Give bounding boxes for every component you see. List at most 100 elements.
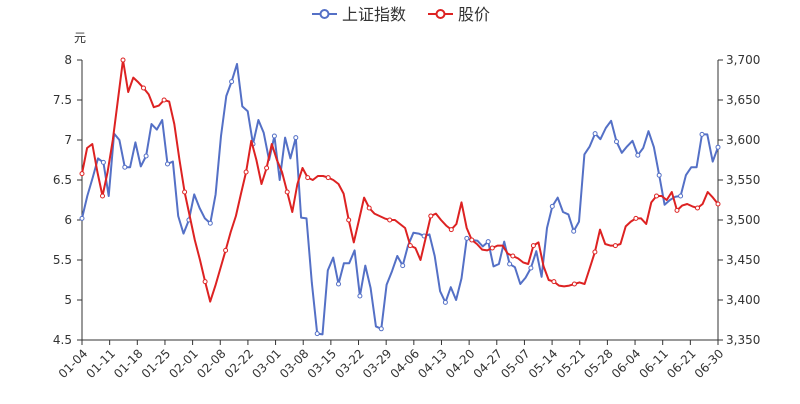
x-tick-label: 03-29 (360, 346, 395, 381)
series-2-point[interactable] (674, 207, 680, 213)
series-1-point[interactable] (229, 79, 235, 85)
x-tick-label: 02-22 (222, 346, 257, 381)
series-1-point[interactable] (442, 299, 448, 305)
series-2-point[interactable] (612, 243, 618, 249)
x-tick-label: 01-25 (139, 346, 174, 381)
series-2-point[interactable] (592, 249, 598, 255)
series-2-point[interactable] (366, 205, 372, 211)
series-2-point[interactable] (182, 189, 188, 195)
series-2-point[interactable] (387, 217, 393, 223)
x-tick-label: 06-11 (636, 346, 671, 381)
series-1-point[interactable] (549, 203, 555, 209)
x-tick-label: 05-21 (554, 346, 589, 381)
series-2-point[interactable] (264, 165, 270, 171)
series-2-point[interactable] (510, 253, 516, 259)
series-1-point[interactable] (656, 172, 662, 178)
right-y-tick-label: 3,500 (726, 213, 760, 227)
legend-item-2[interactable]: 股价 (428, 5, 490, 24)
series-1-point[interactable] (207, 220, 213, 226)
series-2-point[interactable] (428, 213, 434, 219)
x-tick-label: 05-28 (581, 346, 616, 381)
x-tick-label: 02-08 (194, 346, 229, 381)
legend[interactable]: 上证指数 股价 (312, 5, 490, 24)
right-y-tick-label: 3,350 (726, 333, 760, 347)
left-y-tick-label: 7.5 (53, 93, 72, 107)
series-1-point[interactable] (635, 152, 641, 158)
series-1-point[interactable] (293, 135, 299, 141)
series-1-point[interactable] (699, 131, 705, 137)
series-1-point[interactable] (528, 265, 534, 271)
series-1-point[interactable] (314, 331, 320, 337)
series-2-point[interactable] (202, 279, 208, 285)
series-layer (79, 57, 721, 337)
x-tick-label: 02-01 (166, 346, 201, 381)
series-1-point[interactable] (165, 161, 170, 167)
right-y-tick-label: 3,400 (726, 293, 760, 307)
x-tick-label: 03-01 (249, 346, 284, 381)
series-2-point[interactable] (243, 169, 249, 175)
right-y-tick-label: 3,600 (726, 133, 760, 147)
series-2-point[interactable] (715, 201, 721, 207)
x-tick-label: 04-27 (471, 346, 506, 381)
series-2-point[interactable] (407, 243, 413, 249)
left-y-tick-label: 5.5 (53, 253, 72, 267)
series-1-point[interactable] (464, 235, 470, 241)
legend-item-1[interactable]: 上证指数 (312, 5, 406, 24)
x-tick-label: 03-15 (305, 346, 340, 381)
series-1-point[interactable] (715, 144, 721, 150)
series-2-point[interactable] (695, 205, 700, 211)
series-1-point[interactable] (378, 326, 384, 332)
series-1-point[interactable] (100, 159, 106, 165)
series-1-point[interactable] (79, 215, 85, 221)
series-2-point[interactable] (571, 281, 577, 287)
series-2-point[interactable] (223, 247, 229, 253)
series-2-line (81, 59, 719, 303)
series-2-point[interactable] (654, 193, 659, 199)
series-2-point[interactable] (120, 57, 126, 63)
series-2-point[interactable] (141, 85, 146, 91)
legend-marker-icon (319, 9, 330, 19)
series-2-point[interactable] (284, 189, 290, 195)
x-tick-label: 06-30 (692, 346, 727, 381)
x-tick-label: 04-06 (388, 346, 423, 381)
series-2-point[interactable] (551, 279, 557, 285)
series-1-point[interactable] (122, 164, 128, 170)
series-1-point[interactable] (336, 281, 341, 287)
x-tick-label: 01-04 (56, 346, 91, 381)
x-tick-label: 04-13 (415, 346, 450, 381)
series-1-point[interactable] (357, 293, 363, 299)
right-y-tick-label: 3,550 (726, 173, 760, 187)
series-2-point[interactable] (489, 245, 495, 251)
series-2-point[interactable] (346, 217, 352, 223)
series-2-point[interactable] (79, 171, 85, 177)
left-y-tick-label: 7 (64, 133, 72, 147)
x-tick-label: 03-08 (277, 346, 312, 381)
axes: 4.5 5 5.5 6 6.5 7 7.5 8 3,350 3,400 3,450 3,500 3,55… (53, 53, 760, 381)
series-1-point[interactable] (485, 239, 491, 245)
series-1-point[interactable] (143, 153, 149, 159)
series-2-point[interactable] (469, 237, 475, 243)
series-1-point[interactable] (571, 228, 577, 234)
x-tick-label: 05-07 (498, 346, 533, 381)
left-axis-unit-label: 元 (74, 31, 86, 45)
x-tick-label: 06-04 (609, 346, 644, 381)
left-y-tick-label: 6.5 (53, 173, 72, 187)
series-1-point[interactable] (271, 133, 277, 139)
series-2 (79, 57, 721, 303)
legend-marker-icon (435, 9, 446, 19)
series-1-point[interactable] (400, 263, 406, 269)
series-2-point[interactable] (325, 175, 331, 181)
series-2-point[interactable] (161, 97, 167, 103)
series-2-point[interactable] (305, 175, 311, 181)
series-1-point[interactable] (507, 261, 513, 267)
right-y-tick-label: 3,450 (726, 253, 760, 267)
series-1-point[interactable] (678, 193, 684, 199)
series-2-point[interactable] (530, 243, 536, 249)
right-y-tick-label: 3,700 (726, 53, 760, 67)
series-2-point[interactable] (633, 215, 639, 221)
series-1-point[interactable] (592, 131, 598, 137)
series-1-point[interactable] (614, 139, 619, 145)
series-2-point[interactable] (100, 193, 105, 199)
series-2-point[interactable] (448, 227, 454, 233)
